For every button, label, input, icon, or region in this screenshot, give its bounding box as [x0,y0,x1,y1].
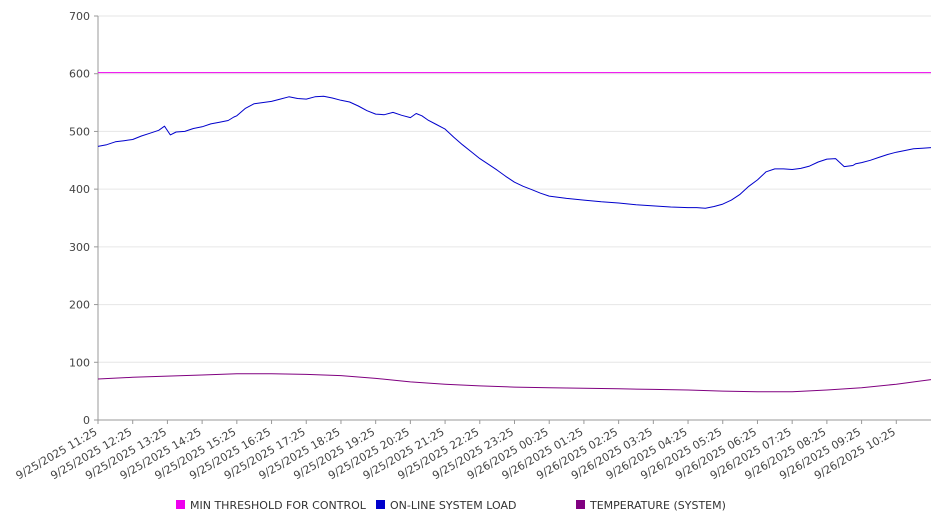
y-tick-label: 300 [69,241,90,254]
series-line-2 [97,95,932,209]
y-tick-label: 200 [69,299,90,312]
legend-label: MIN THRESHOLD FOR CONTROL [190,499,367,512]
y-tick-label: 700 [69,10,90,23]
y-tick-label: 400 [69,183,90,196]
legend-label: ON-LINE SYSTEM LOAD [390,499,516,512]
y-tick-label: 100 [69,356,90,369]
y-tick-label: 500 [69,125,90,138]
legend-swatch [376,500,385,509]
y-tick-label: 600 [69,68,90,81]
gridlines [98,15,931,363]
series-line-3 [97,373,932,393]
legend-swatch [176,500,185,509]
legend: MIN THRESHOLD FOR CONTROL ON-LINE SYSTEM … [176,499,726,512]
y-tick-label: 0 [83,414,90,427]
legend-label: TEMPERATURE (SYSTEM) [589,499,726,512]
series-lines [97,72,932,393]
legend-swatch [576,500,585,509]
